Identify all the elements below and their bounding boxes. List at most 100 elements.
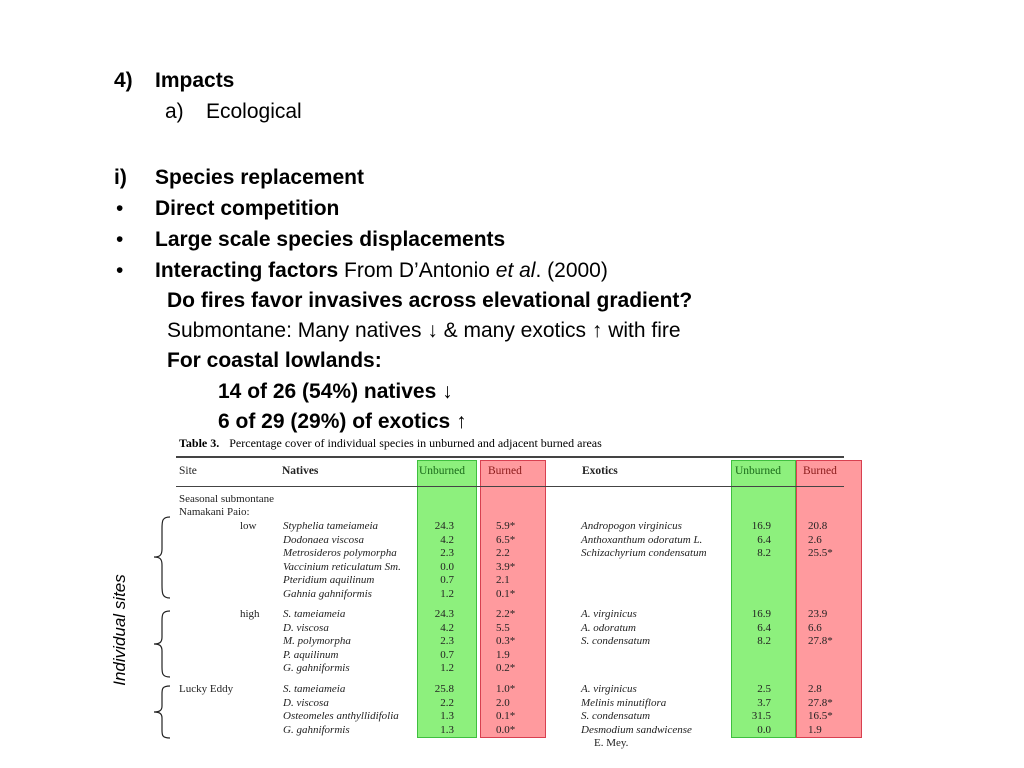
- brace-lucky-eddy-icon: [153, 685, 171, 739]
- site-label: low: [240, 520, 257, 532]
- native-species: Dodonaea viscosa: [283, 533, 364, 546]
- native-species: G. gahniformis: [283, 723, 350, 736]
- burned-value: 1.0*: [496, 683, 516, 695]
- exotic-unburned-value: 2.5: [757, 683, 771, 695]
- native-species: S. tameiameia: [283, 608, 346, 620]
- exotic-unburned-value: 8.2: [757, 635, 771, 647]
- unburned-value: 0.0: [440, 560, 454, 573]
- burned-value: 2.1: [496, 574, 510, 586]
- exotic-species: Schizachyrium condensatum: [581, 547, 707, 559]
- exotic-burned-value: 23.9: [808, 608, 828, 620]
- unburned-value: 1.3: [440, 723, 454, 736]
- unburned-value: 4.2: [440, 533, 454, 546]
- subheading-ecological: Ecological: [206, 100, 302, 123]
- exotic-unburned-value: 8.2: [757, 547, 771, 559]
- detail-coastal: For coastal lowlands:: [167, 349, 382, 372]
- item-species-replacement: Species replacement: [155, 166, 364, 189]
- header-burned: Burned: [488, 465, 522, 477]
- exotic-species: S. condensatum: [581, 635, 651, 647]
- unburned-value: 0.7: [440, 574, 454, 586]
- item-interacting-factors: Interacting factors From D’Antonio et al…: [155, 259, 608, 283]
- exotic-unburned-value: 0.0: [757, 723, 771, 736]
- table-number: Table 3.: [179, 436, 220, 450]
- unburned-exotics-highlight: [731, 460, 796, 738]
- header-exotics: Exotics: [582, 465, 618, 477]
- exotic-species: A. virginicus: [581, 608, 637, 620]
- header-natives: Natives: [282, 465, 319, 477]
- native-species: Styphelia tameiameia: [283, 520, 379, 532]
- detail-submontane: Submontane: Many natives ↓ & many exotic…: [167, 319, 681, 342]
- header-site: Site: [179, 465, 197, 477]
- unburned-value: 1.2: [440, 662, 454, 674]
- unburned-value: 2.3: [440, 635, 454, 647]
- native-species: Pteridium aquilinum: [283, 574, 375, 586]
- item-direct-competition: Direct competition: [155, 197, 340, 220]
- burned-value: 0.3*: [496, 635, 516, 647]
- bullet-1: •: [116, 197, 124, 220]
- exotic-species: E. Mey.: [594, 737, 629, 749]
- unburned-value: 0.7: [440, 648, 454, 661]
- native-species: P. aquilinum: [283, 648, 339, 661]
- exotic-burned-value: 2.6: [808, 533, 822, 546]
- unburned-value: 25.8: [434, 683, 454, 695]
- burned-value: 0.0*: [496, 723, 516, 736]
- burned-value: 2.2: [496, 547, 510, 559]
- burned-value: 0.2*: [496, 662, 516, 674]
- section-namakani-paio: Namakani Paio:: [179, 506, 250, 518]
- burned-value: 5.9*: [496, 520, 516, 532]
- heading-impacts: Impacts: [155, 69, 235, 92]
- item-large-scale: Large scale species displacements: [155, 228, 506, 251]
- item-marker-i: i): [114, 166, 127, 189]
- citation-prefix: From D’Antonio: [338, 259, 496, 282]
- native-species: S. tameiameia: [283, 683, 346, 695]
- unburned-value: 1.2: [440, 587, 454, 600]
- native-species: Metrosideros polymorpha: [283, 547, 397, 559]
- table-top-rule: [176, 456, 844, 458]
- exotic-burned-value: 2.8: [808, 683, 822, 695]
- exotic-unburned-value: 16.9: [751, 520, 771, 532]
- unburned-value: 24.3: [434, 520, 454, 532]
- brace-low-icon: [153, 516, 171, 599]
- exotic-burned-value: 1.9: [808, 723, 822, 736]
- citation-etal: et al: [495, 259, 536, 282]
- exotic-burned-value: 27.8*: [808, 635, 833, 647]
- brace-high-icon: [153, 610, 171, 678]
- exotic-species: Andropogon virginicus: [581, 520, 682, 532]
- table-caption: Table 3. Percentage cover of individual s…: [179, 436, 602, 451]
- table-header-rule: [176, 486, 844, 487]
- unburned-value: 1.3: [440, 710, 454, 722]
- individual-sites-label: Individual sites: [110, 574, 129, 686]
- header-unburned-exotics: Unburned: [735, 465, 781, 477]
- unburned-value: 4.2: [440, 621, 454, 634]
- exotic-unburned-value: 6.4: [757, 533, 771, 546]
- native-species: D. viscosa: [283, 621, 329, 634]
- exotic-burned-value: 27.8*: [808, 696, 833, 709]
- burned-value: 2.0: [496, 696, 510, 709]
- section-seasonal-submontane: Seasonal submontane: [179, 493, 275, 505]
- header-burned-exotics: Burned: [803, 465, 837, 477]
- exotic-species: A. odoratum: [581, 621, 636, 634]
- detail-question: Do fires favor invasives across elevatio…: [167, 289, 693, 312]
- burned-natives-highlight: [480, 460, 546, 738]
- subheading-marker: a): [165, 100, 184, 123]
- site-label: high: [240, 608, 260, 620]
- burned-value: 0.1*: [496, 587, 516, 600]
- header-unburned: Unburned: [419, 465, 465, 477]
- burned-value: 3.9*: [496, 560, 516, 573]
- interacting-factors-bold: Interacting factors: [155, 259, 339, 282]
- exotic-unburned-value: 31.5: [751, 710, 771, 722]
- detail-natives: 14 of 26 (54%) natives ↓: [218, 380, 453, 403]
- exotic-species: Desmodium sandwicense: [581, 723, 692, 736]
- heading-marker: 4): [114, 69, 133, 92]
- table-caption-text: Percentage cover of individual species i…: [229, 436, 602, 450]
- native-species: Osteomeles anthyllidifolia: [283, 710, 399, 722]
- native-species: Gahnia gahniformis: [283, 587, 372, 600]
- native-species: G. gahniformis: [283, 662, 350, 674]
- citation-year: . (2000): [535, 259, 608, 282]
- unburned-value: 2.2: [440, 696, 454, 709]
- exotic-burned-value: 20.8: [808, 520, 828, 532]
- exotic-species: S. condensatum: [581, 710, 651, 722]
- burned-exotics-highlight: [796, 460, 862, 738]
- bullet-2: •: [116, 228, 124, 251]
- exotic-burned-value: 16.5*: [808, 710, 833, 722]
